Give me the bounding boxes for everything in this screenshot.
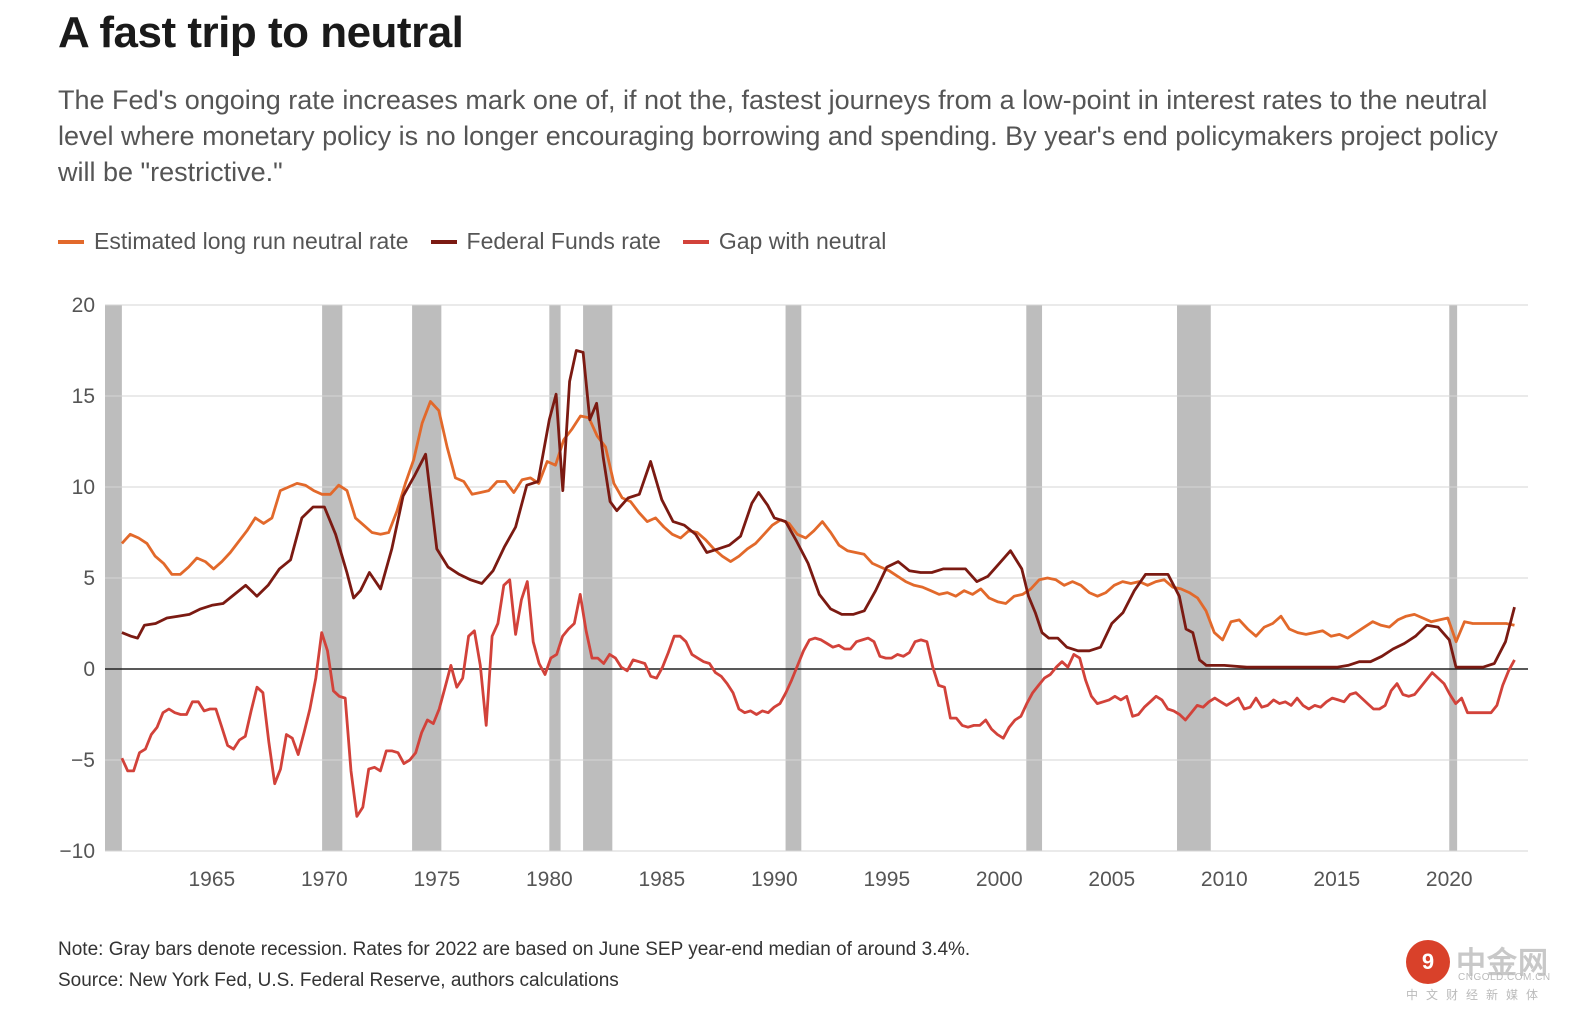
y-tick-label: 20	[72, 294, 95, 317]
x-tick-label: 2005	[1088, 868, 1135, 891]
x-tick-label: 2020	[1426, 868, 1473, 891]
x-tick-label: 1975	[413, 868, 460, 891]
y-tick-label: 15	[72, 385, 95, 408]
x-tick-label: 1980	[526, 868, 573, 891]
y-tick-label: 5	[83, 567, 95, 590]
legend: Estimated long run neutral rate Federal …	[58, 228, 886, 255]
series-line-neutral	[120, 400, 1515, 644]
legend-label-neutral: Estimated long run neutral rate	[94, 228, 409, 254]
x-tick-label: 1990	[751, 868, 798, 891]
legend-item-neutral: Estimated long run neutral rate	[58, 228, 409, 255]
legend-label-gap: Gap with neutral	[718, 228, 887, 254]
x-tick-label: 1970	[301, 868, 348, 891]
chart-subtitle: The Fed's ongoing rate increases mark on…	[58, 85, 1498, 187]
chart-title: A fast trip to neutral	[58, 8, 464, 57]
watermark-url: CNGOLD.COM.CN	[1458, 972, 1551, 983]
watermark: 9 中金网 CNGOLD.COM.CN 中文财经新媒体	[1406, 938, 1556, 1002]
y-tick-label: −5	[71, 749, 95, 772]
legend-label-fed-funds: Federal Funds rate	[466, 228, 661, 254]
x-tick-label: 1995	[863, 868, 910, 891]
legend-swatch-gap	[682, 239, 709, 244]
watermark-logo-icon: 9	[1406, 940, 1450, 984]
source-text: Source: New York Fed, U.S. Federal Reser…	[58, 970, 619, 991]
x-tick-label: 2000	[976, 868, 1023, 891]
legend-swatch-neutral	[58, 239, 84, 244]
series-line-fed-funds	[121, 349, 1516, 669]
legend-item-fed-funds: Federal Funds rate	[430, 228, 661, 255]
footnotes: Note: Gray bars denote recession. Rates …	[58, 934, 970, 996]
line-chart: −10 −5 0 5 10 15 20 1965 1970 1975 1980 1985 1990 199…	[59, 294, 1528, 891]
x-tick-label: 2010	[1201, 868, 1248, 891]
y-tick-label: 0	[83, 658, 95, 681]
x-tick-label: 2015	[1313, 868, 1360, 891]
x-tick-label: 1985	[638, 868, 685, 891]
x-tick-label: 1965	[189, 868, 236, 891]
series-line-gap	[120, 578, 1516, 818]
watermark-name: 中金网	[1456, 947, 1549, 980]
legend-item-gap: Gap with neutral	[682, 228, 887, 255]
y-tick-label: −10	[59, 840, 95, 863]
note-text: Note: Gray bars denote recession. Rates …	[58, 939, 971, 960]
watermark-subtitle: 中文财经新媒体	[1406, 988, 1547, 1002]
y-tick-label: 10	[72, 476, 95, 499]
legend-swatch-fed-funds	[430, 239, 457, 244]
